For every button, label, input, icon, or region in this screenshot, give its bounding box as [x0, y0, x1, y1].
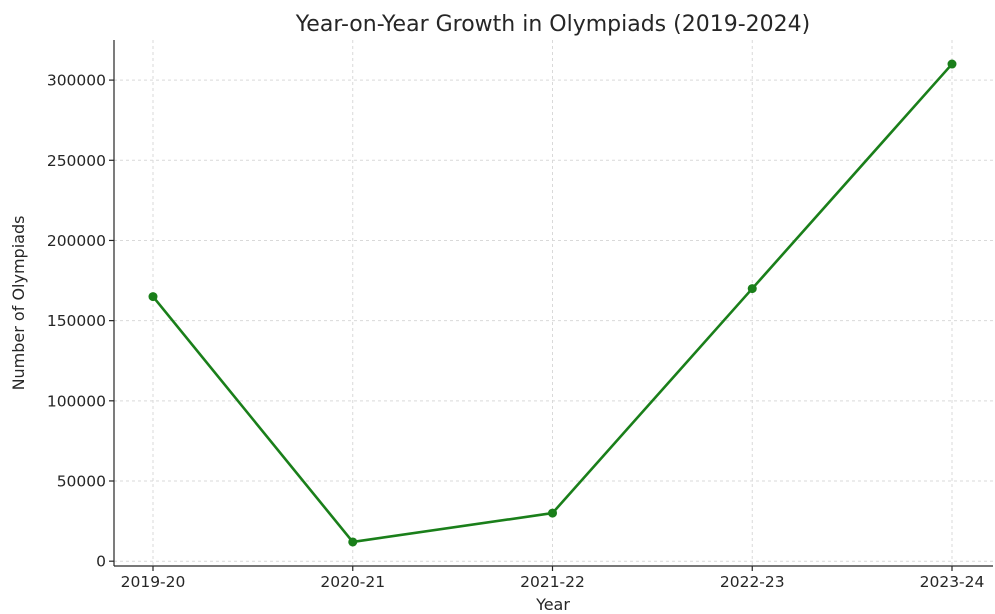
grid — [114, 40, 993, 566]
data-point — [548, 508, 557, 518]
x-axis-label: Year — [535, 595, 570, 614]
x-tick-label: 2020-21 — [320, 573, 385, 591]
series — [148, 59, 957, 547]
y-tick-label: 0 — [96, 553, 106, 571]
x-tick-label: 2019-20 — [121, 573, 186, 591]
series-line — [151, 63, 953, 544]
data-point — [148, 292, 158, 302]
y-tick-label: 250000 — [47, 152, 106, 170]
y-tick-label: 200000 — [47, 232, 106, 250]
y-axis-label: Number of Olympiads — [9, 216, 28, 391]
data-point — [348, 537, 358, 547]
x-ticks: 2019-20 2020-21 2021-22 2022-23 2023-24 — [121, 566, 985, 591]
x-tick-label: 2021-22 — [520, 573, 585, 591]
y-tick-label: 300000 — [47, 72, 106, 90]
data-point — [747, 284, 757, 294]
y-tick-label: 100000 — [47, 392, 106, 410]
axes — [113, 40, 993, 567]
y-tick-label: 50000 — [57, 473, 106, 491]
y-tick-label: 150000 — [47, 312, 106, 330]
y-ticks: 0 50000 100000 150000 200000 250000 300000 — [47, 72, 114, 571]
x-tick-label: 2023-24 — [920, 573, 985, 591]
x-tick-label: 2022-23 — [720, 573, 785, 591]
data-point — [947, 59, 957, 69]
chart-title: Year-on-Year Growth in Olympiads (2019-2… — [295, 12, 810, 37]
